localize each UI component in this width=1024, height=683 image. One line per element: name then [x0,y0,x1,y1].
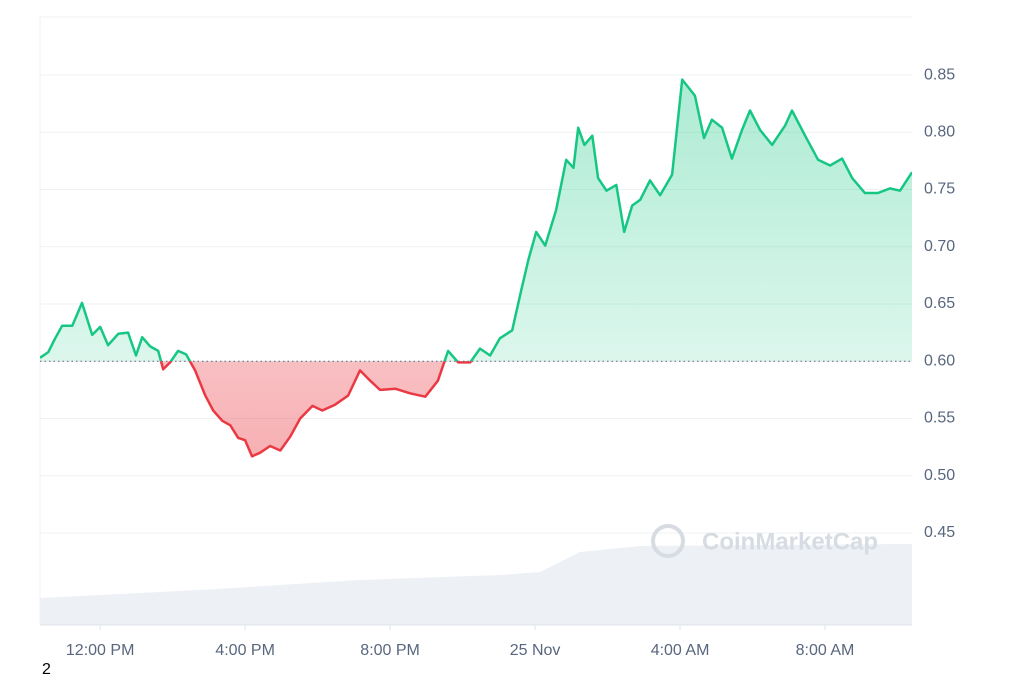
y-tick-label: 0.85 [924,66,955,83]
x-tick-label: 12:00 PM [66,642,134,659]
x-tick-label: 4:00 PM [215,642,275,659]
x-tick-label: 25 Nov [510,642,561,659]
volume-area [40,544,912,625]
y-tick-label: 0.60 [924,352,955,369]
y-tick-label: 0.55 [924,410,955,427]
y-tick-label: 0.80 [924,123,955,140]
footer-label: 2 [42,661,51,678]
y-tick-label: 0.65 [924,295,955,312]
x-tick-label: 4:00 AM [651,642,710,659]
watermark-logo [651,524,685,558]
data [40,78,912,458]
area-down [40,361,912,457]
y-tick-label: 0.75 [924,181,955,198]
x-tick-label: 8:00 AM [796,642,855,659]
axes: 0.45 0.50 0.55 0.60 0.65 0.70 0.75 0.80 0.85 12:0… [66,66,955,659]
y-tick-label: 0.70 [924,238,955,255]
price-line-down [159,361,473,458]
y-tick-label: 0.45 [924,524,955,541]
x-tick-label: 8:00 PM [360,642,420,659]
watermark: CoinMarketCap [702,528,878,555]
price-line-up [40,78,912,362]
area-up [40,79,912,362]
watermark-group: CoinMarketCap [651,524,878,558]
y-tick-label: 0.50 [924,467,955,484]
